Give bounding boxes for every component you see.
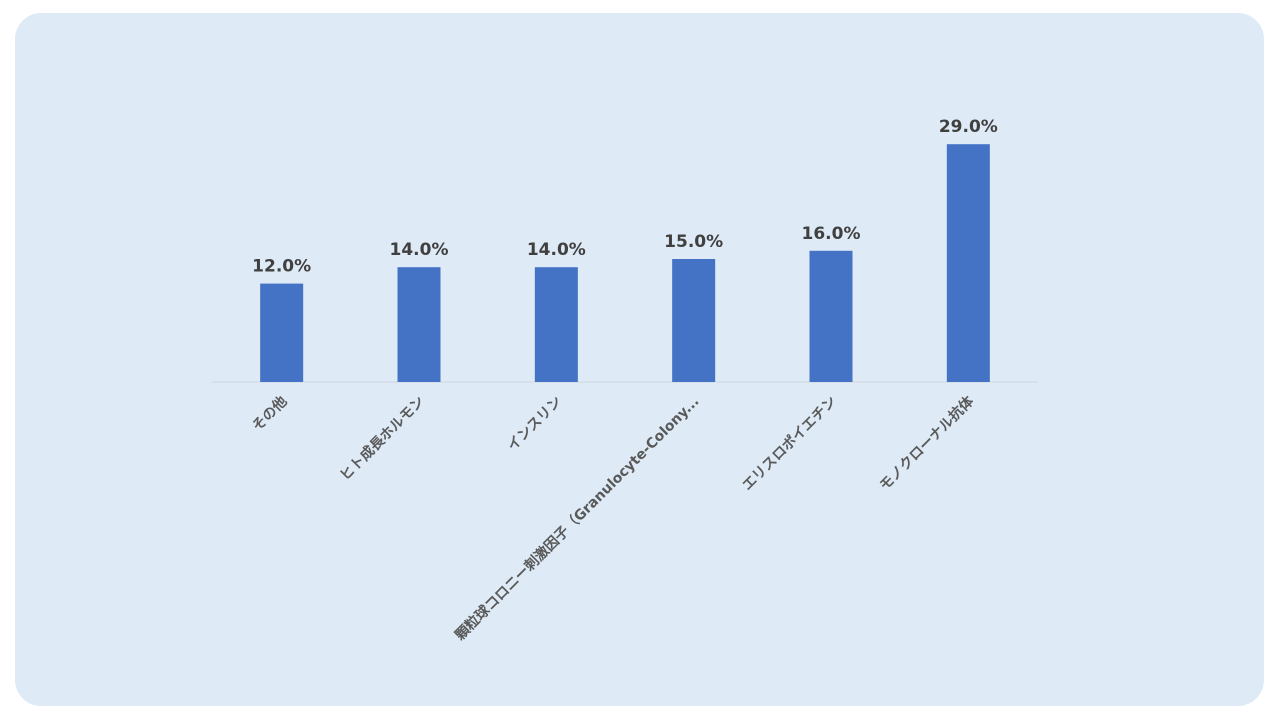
bar [672,259,716,382]
data-label: 12.0% [252,257,311,277]
data-label: 15.0% [664,232,723,252]
bar [397,267,441,382]
bar [946,144,990,382]
chart-background [15,13,1264,706]
bar [809,250,853,382]
bar [260,283,304,382]
data-label: 16.0% [802,224,861,244]
data-label: 29.0% [939,117,998,137]
bar [534,267,578,382]
data-label: 14.0% [390,240,449,260]
data-label: 14.0% [527,240,586,260]
